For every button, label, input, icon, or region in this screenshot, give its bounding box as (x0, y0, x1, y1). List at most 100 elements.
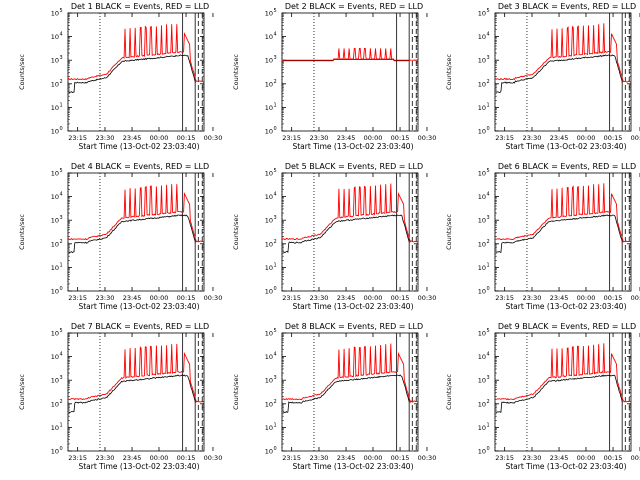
series-line-events (282, 374, 410, 414)
x-tick-label: 00:15 (391, 134, 410, 142)
x-axis-label: Start Time (13-Oct-02 23:03:40) (292, 462, 413, 471)
y-tick-label: 10 (478, 424, 486, 432)
x-tick-label: 23:30 (310, 294, 329, 302)
x-tick-label: 00:00 (364, 454, 383, 462)
y-tick-label: 10 (265, 57, 273, 65)
y-tick-exponent: 4 (60, 192, 63, 198)
y-tick-exponent: 1 (274, 422, 277, 428)
y-tick-exponent: 3 (274, 215, 277, 221)
y-tick-exponent: 5 (60, 8, 63, 14)
y-tick-label: 10 (265, 104, 273, 112)
y-tick-label: 10 (51, 128, 59, 136)
x-tick-label: 23:45 (337, 454, 356, 462)
x-tick-label: 23:45 (337, 134, 356, 142)
x-tick-label: 00:00 (364, 134, 383, 142)
plot-frame (494, 172, 632, 292)
y-tick-exponent: 5 (487, 168, 490, 174)
series-line-lld (68, 24, 205, 83)
x-tick-label: 23:45 (337, 294, 356, 302)
x-tick-label: 00:30 (631, 294, 640, 302)
y-tick-exponent: 4 (60, 352, 63, 358)
y-tick-exponent: 3 (274, 375, 277, 381)
series-line-lld (281, 183, 419, 243)
x-axis-label: Start Time (13-Oct-02 23:03:40) (292, 302, 413, 311)
y-tick-exponent: 5 (274, 168, 277, 174)
y-tick-label: 10 (478, 193, 486, 201)
y-tick-exponent: 1 (487, 262, 490, 268)
y-tick-exponent: 2 (274, 239, 277, 245)
y-tick-label: 10 (265, 377, 273, 385)
y-axis-label: Counts/sec (232, 214, 240, 250)
y-tick-exponent: 2 (60, 79, 63, 85)
series-line-lld (494, 23, 632, 83)
y-tick-exponent: 0 (60, 286, 63, 292)
y-tick-label: 10 (51, 57, 59, 65)
y-tick-label: 10 (265, 10, 273, 18)
x-tick-label: 00:00 (577, 294, 596, 302)
y-tick-exponent: 0 (487, 286, 490, 292)
y-axis-label: Counts/sec (18, 374, 26, 410)
y-tick-exponent: 0 (274, 446, 277, 452)
y-axis-label: Counts/sec (232, 374, 240, 410)
x-tick-label: 23:30 (523, 294, 542, 302)
x-tick-label: 00:15 (391, 454, 410, 462)
y-tick-exponent: 2 (487, 239, 490, 245)
plot-frame (281, 172, 419, 292)
y-axis-label: Counts/sec (18, 54, 26, 90)
y-tick-label: 10 (51, 170, 59, 178)
y-tick-exponent: 1 (60, 422, 63, 428)
x-tick-label: 23:45 (550, 454, 569, 462)
x-tick-label: 23:45 (123, 454, 142, 462)
y-tick-label: 10 (265, 330, 273, 338)
plot-frame (494, 12, 632, 132)
y-tick-exponent: 2 (487, 79, 490, 85)
panel-title: Det 6 BLACK = Events, RED = LLD (498, 162, 636, 171)
y-tick-label: 10 (265, 264, 273, 272)
y-tick-exponent: 0 (60, 126, 63, 132)
x-tick-label: 00:30 (418, 454, 437, 462)
y-tick-exponent: 0 (487, 126, 490, 132)
y-tick-label: 10 (265, 448, 273, 456)
y-tick-label: 10 (51, 288, 59, 296)
y-tick-exponent: 3 (274, 55, 277, 61)
y-tick-label: 10 (265, 240, 273, 248)
x-tick-label: 00:00 (577, 454, 596, 462)
x-tick-label: 23:15 (282, 294, 301, 302)
y-tick-exponent: 3 (60, 215, 63, 221)
x-tick-label: 00:00 (150, 134, 169, 142)
x-tick-label: 00:15 (177, 454, 196, 462)
series-line-lld (67, 184, 205, 243)
x-axis-label: Start Time (13-Oct-02 23:03:40) (505, 462, 626, 471)
series-line-events (68, 374, 196, 414)
y-tick-exponent: 1 (60, 262, 63, 268)
series-line-events (495, 374, 623, 413)
series-line-lld (494, 343, 632, 403)
series-line-events (495, 54, 623, 94)
y-tick-label: 10 (51, 10, 59, 18)
y-tick-exponent: 3 (487, 55, 490, 61)
x-tick-label: 00:30 (204, 134, 223, 142)
y-tick-label: 10 (51, 33, 59, 41)
y-tick-label: 10 (265, 424, 273, 432)
y-tick-exponent: 4 (274, 352, 277, 358)
y-tick-exponent: 4 (60, 32, 63, 38)
y-tick-label: 10 (51, 330, 59, 338)
y-tick-label: 10 (265, 353, 273, 361)
x-tick-label: 23:30 (96, 294, 115, 302)
x-tick-label: 00:30 (418, 294, 437, 302)
x-tick-label: 00:00 (150, 294, 169, 302)
x-axis-label: Start Time (13-Oct-02 23:03:40) (78, 302, 199, 311)
x-tick-label: 23:15 (282, 454, 301, 462)
y-tick-label: 10 (478, 80, 486, 88)
x-tick-label: 23:30 (96, 134, 115, 142)
y-tick-exponent: 3 (60, 55, 63, 61)
y-tick-exponent: 5 (274, 8, 277, 14)
x-tick-label: 23:15 (282, 134, 301, 142)
x-tick-label: 23:45 (123, 294, 142, 302)
y-tick-exponent: 0 (274, 126, 277, 132)
y-tick-exponent: 5 (487, 328, 490, 334)
y-tick-exponent: 4 (274, 32, 277, 38)
